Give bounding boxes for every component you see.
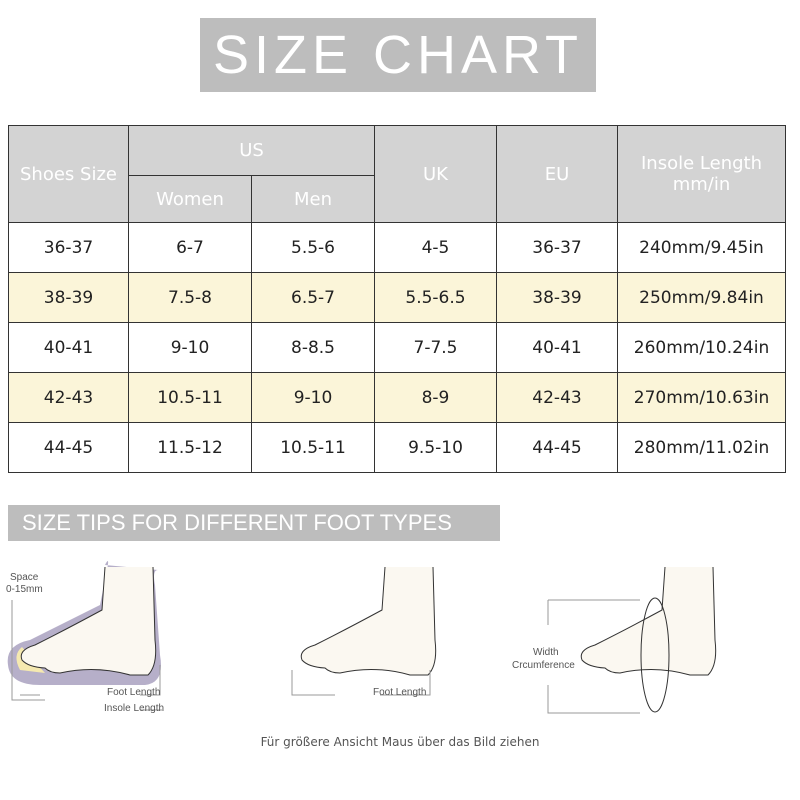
hover-caption: Für größere Ansicht Maus über das Bild z… bbox=[260, 735, 540, 749]
table-cell: 9-10 bbox=[128, 322, 252, 373]
table-cell: 5.5-6 bbox=[251, 222, 375, 273]
circumference-label: Crcumference bbox=[512, 660, 575, 671]
size-chart-title: SIZE CHART bbox=[200, 18, 596, 92]
table-row: 38-39 7.5-8 6.5-7 5.5-6.5 38-39 250mm/9.84in bbox=[8, 272, 786, 323]
header-shoes-size: Shoes Size bbox=[8, 125, 129, 223]
table-cell: 10.5-11 bbox=[251, 422, 375, 473]
foot-illustrations: Space 0-15mm Foot Length Insole Length F… bbox=[6, 561, 717, 714]
foot-width-illustration bbox=[547, 566, 717, 714]
table-cell: 8-8.5 bbox=[251, 322, 375, 373]
table-cell: 42-43 bbox=[8, 372, 129, 423]
size-table: Shoes Size US UK EU Insole Length mm/in … bbox=[8, 125, 786, 473]
table-cell: 44-45 bbox=[496, 422, 618, 473]
insole-length-label: Insole Length bbox=[104, 703, 164, 714]
header-us: US bbox=[128, 125, 375, 176]
width-label: Width bbox=[533, 647, 559, 658]
space-label: Space bbox=[10, 572, 39, 583]
table-cell: 8-9 bbox=[374, 372, 497, 423]
table-cell: 42-43 bbox=[496, 372, 618, 423]
table-cell: 38-39 bbox=[496, 272, 618, 323]
table-cell: 7-7.5 bbox=[374, 322, 497, 373]
table-cell: 260mm/10.24in bbox=[617, 322, 786, 373]
header-insole: Insole Length mm/in bbox=[617, 125, 786, 223]
table-cell: 240mm/9.45in bbox=[617, 222, 786, 273]
table-cell: 6-7 bbox=[128, 222, 252, 273]
table-row: 36-37 6-7 5.5-6 4-5 36-37 240mm/9.45in bbox=[8, 222, 786, 273]
table-cell: 40-41 bbox=[496, 322, 618, 373]
size-tips-banner: SIZE TIPS FOR DIFFERENT FOOT TYPES bbox=[8, 505, 500, 541]
table-cell: 250mm/9.84in bbox=[617, 272, 786, 323]
table-cell: 36-37 bbox=[496, 222, 618, 273]
foot-length-illustration bbox=[291, 566, 437, 696]
table-cell: 9.5-10 bbox=[374, 422, 497, 473]
table-cell: 9-10 bbox=[251, 372, 375, 423]
table-cell: 270mm/10.63in bbox=[617, 372, 786, 423]
table-cell: 40-41 bbox=[8, 322, 129, 373]
foot-length-label-2: Foot Length bbox=[373, 687, 426, 698]
header-men: Men bbox=[251, 175, 375, 223]
table-cell: 38-39 bbox=[8, 272, 129, 323]
table-row: 42-43 10.5-11 9-10 8-9 42-43 270mm/10.63in bbox=[8, 372, 786, 423]
foot-length-label: Foot Length bbox=[107, 687, 160, 698]
header-women: Women bbox=[128, 175, 252, 223]
table-cell: 36-37 bbox=[8, 222, 129, 273]
table-cell: 4-5 bbox=[374, 222, 497, 273]
space-value: 0-15mm bbox=[6, 584, 43, 595]
table-cell: 6.5-7 bbox=[251, 272, 375, 323]
table-cell: 280mm/11.02in bbox=[617, 422, 786, 473]
table-cell: 7.5-8 bbox=[128, 272, 252, 323]
header-uk: UK bbox=[374, 125, 497, 223]
table-cell: 11.5-12 bbox=[128, 422, 252, 473]
table-row: 44-45 11.5-12 10.5-11 9.5-10 44-45 280mm/11.0… bbox=[8, 422, 786, 473]
table-cell: 44-45 bbox=[8, 422, 129, 473]
header-eu: EU bbox=[496, 125, 618, 223]
table-cell: 5.5-6.5 bbox=[374, 272, 497, 323]
table-row: 40-41 9-10 8-8.5 7-7.5 40-41 260mm/10.24in bbox=[8, 322, 786, 373]
table-cell: 10.5-11 bbox=[128, 372, 252, 423]
foot-insole-illustration bbox=[7, 561, 161, 685]
